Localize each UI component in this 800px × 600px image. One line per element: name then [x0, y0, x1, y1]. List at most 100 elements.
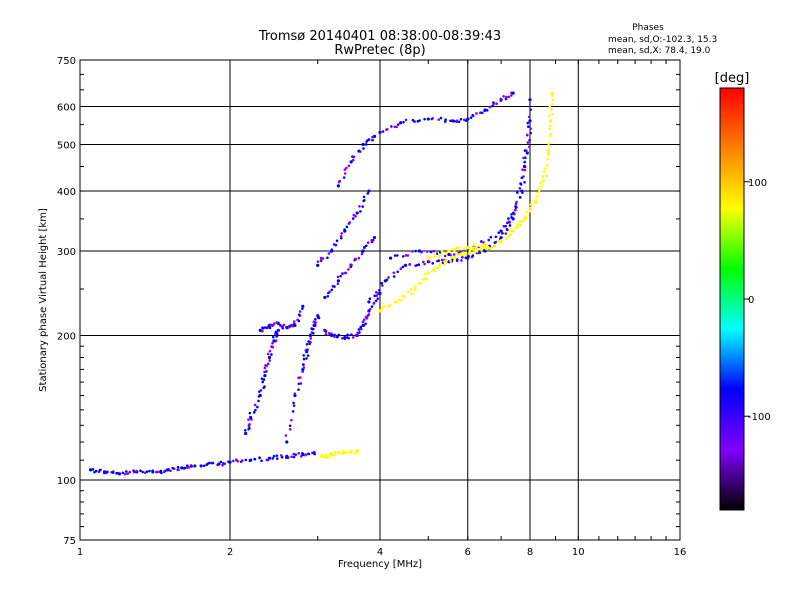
data-point-x [466, 245, 470, 250]
data-point-o [275, 454, 279, 457]
data-point-o [367, 300, 371, 304]
data-point-o [359, 210, 362, 213]
data-point-o [529, 127, 532, 130]
data-point-o [167, 468, 170, 471]
data-point-o [529, 131, 532, 135]
data-point-o [504, 232, 508, 235]
data-point-o [223, 462, 227, 466]
phases-title: Phases [632, 23, 664, 33]
data-point-o [352, 155, 356, 159]
data-point-o [271, 323, 275, 327]
data-point-o [343, 172, 347, 175]
data-point-o [347, 336, 350, 340]
data-point-o [292, 320, 296, 323]
data-point-x [483, 242, 487, 246]
data-point-o [512, 211, 515, 215]
data-point-o [275, 335, 278, 338]
data-point-o [319, 259, 323, 262]
data-point-o [155, 470, 159, 474]
data-point-o [106, 470, 109, 474]
data-point-o [169, 469, 172, 473]
data-point-o [317, 316, 321, 320]
colorbar-ticks: 100 0 -100 [744, 178, 771, 423]
data-point-o [361, 320, 365, 324]
data-point-o [392, 275, 396, 278]
data-point-o [367, 189, 371, 193]
data-points [88, 91, 555, 476]
data-point-x [538, 181, 542, 184]
data-point-x [535, 195, 539, 199]
data-point-o [292, 452, 295, 456]
data-point-o [354, 257, 358, 261]
data-point-o [393, 125, 397, 129]
data-point-o [316, 263, 320, 267]
data-point-o [305, 357, 308, 360]
data-point-o [417, 249, 422, 253]
x-tick-label: 1 [77, 547, 83, 558]
data-point-o [455, 120, 459, 124]
phases-mean-o: mean, sd,O:-102.3, 15.3 [608, 35, 717, 45]
data-point-o [491, 104, 494, 108]
data-point-o [258, 456, 261, 460]
x-tick-label: 8 [527, 547, 533, 558]
data-point-x [388, 303, 392, 307]
data-point-o [274, 330, 278, 334]
data-point-o [297, 313, 301, 316]
data-point-o [323, 295, 327, 300]
x-tick-label: 6 [465, 547, 471, 558]
data-point-o [508, 221, 512, 224]
data-point-o [365, 140, 368, 144]
data-point-o [316, 314, 320, 318]
x-tick-label: 4 [377, 547, 383, 558]
data-point-o [489, 235, 493, 239]
data-point-x [458, 246, 461, 250]
data-point-x [449, 259, 452, 263]
data-point-o [444, 118, 447, 122]
data-point-o [404, 118, 408, 122]
data-point-x [524, 215, 527, 218]
data-point-o [526, 141, 530, 144]
data-point-o [302, 357, 306, 361]
data-point-o [520, 189, 524, 193]
data-point-x [462, 251, 465, 254]
data-point-x [410, 292, 413, 296]
data-point-x [474, 246, 477, 249]
data-point-o [529, 108, 532, 111]
data-point-x [423, 272, 427, 276]
data-point-x [333, 454, 336, 457]
data-point-o [301, 304, 305, 309]
data-point-x [463, 247, 467, 250]
data-point-o [330, 248, 334, 252]
data-point-o [186, 464, 189, 467]
data-point-o [528, 98, 532, 102]
data-point-o [466, 117, 470, 121]
data-point-x [324, 453, 328, 457]
data-point-o [371, 138, 374, 142]
data-point-o [459, 117, 463, 121]
data-point-o [341, 272, 344, 275]
data-point-o [335, 335, 339, 339]
data-point-x [544, 174, 548, 177]
data-point-o [185, 466, 189, 469]
data-point-x [455, 246, 459, 249]
data-point-o [388, 256, 393, 260]
data-point-x [430, 270, 434, 273]
data-point-o [336, 184, 340, 188]
data-point-o [177, 468, 180, 472]
data-point-x [547, 143, 550, 147]
y-tick-label: 300 [57, 247, 76, 258]
data-point-o [506, 221, 509, 225]
data-point-o [364, 315, 368, 319]
data-point-o [506, 228, 509, 232]
data-point-o [519, 182, 522, 185]
colorbar-label: [deg] [715, 71, 750, 86]
data-point-o [366, 241, 370, 245]
data-point-x [464, 252, 468, 255]
data-point-x [400, 298, 403, 302]
data-point-o [471, 113, 474, 117]
data-point-x [433, 269, 436, 272]
data-point-o [297, 451, 301, 455]
data-point-o [253, 403, 257, 407]
data-point-o [151, 470, 155, 474]
chart-subtitle: RwPretec (8p) [334, 43, 425, 58]
